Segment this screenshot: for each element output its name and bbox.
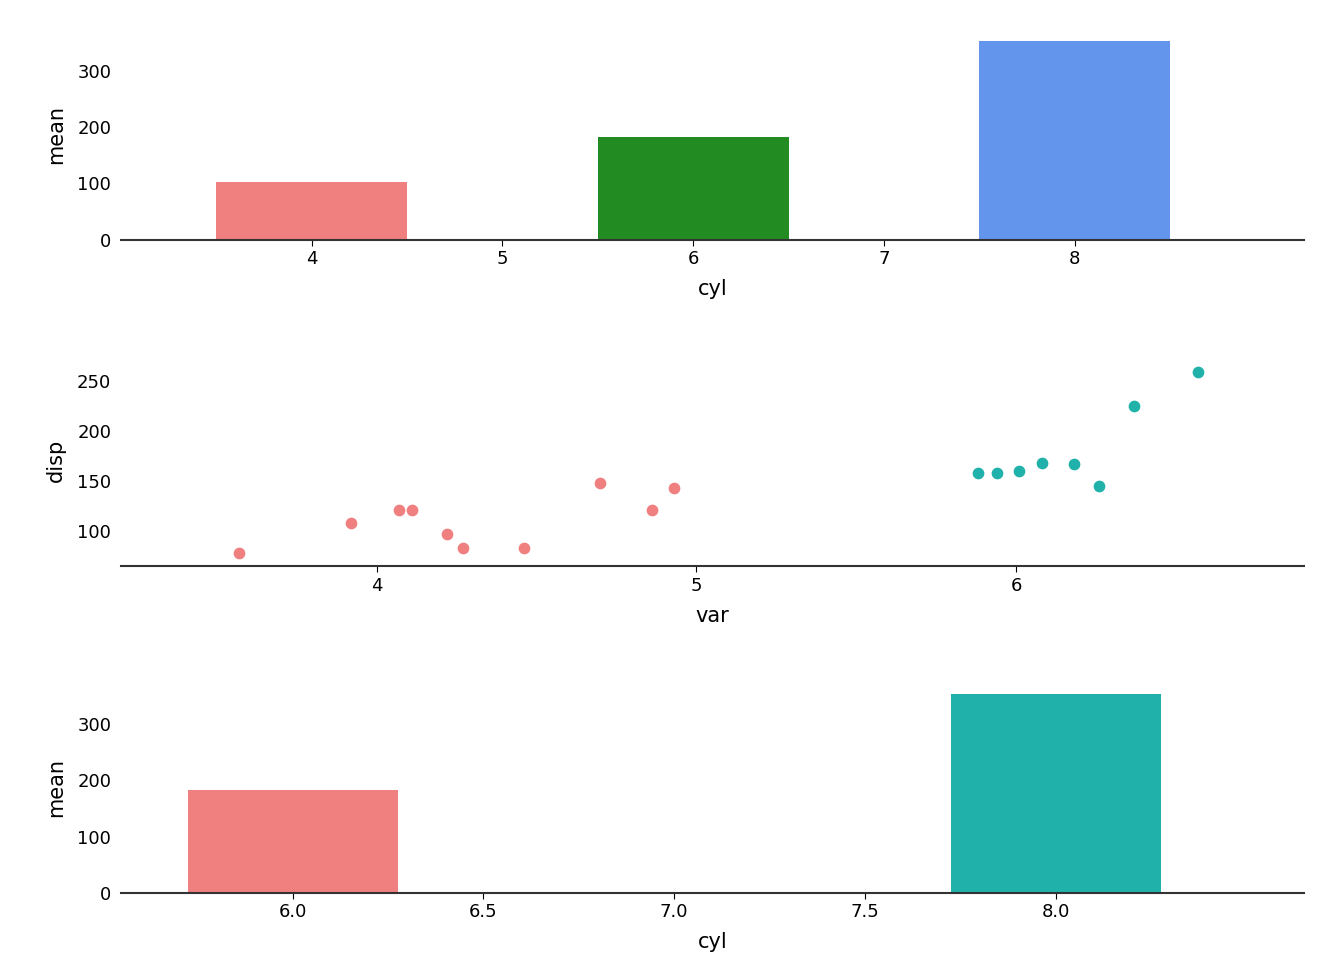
Point [437,526,458,541]
Point [1063,456,1085,471]
Point [590,475,612,491]
Point [1124,398,1145,414]
X-axis label: cyl: cyl [698,279,727,300]
Bar [598,136,789,240]
Point [966,466,988,481]
Y-axis label: mean: mean [46,105,66,163]
X-axis label: var: var [695,606,730,626]
Point [401,502,422,517]
Point [388,502,410,517]
Point [1031,455,1052,470]
Point [513,540,535,556]
Y-axis label: mean: mean [46,758,66,817]
Bar [950,694,1161,893]
Point [641,502,663,517]
Point [228,545,250,561]
Point [1188,365,1210,380]
Bar [216,181,407,240]
Bar [188,790,398,893]
Point [986,466,1008,481]
Bar [980,41,1171,240]
Point [1008,463,1030,478]
X-axis label: cyl: cyl [698,932,727,952]
Y-axis label: disp: disp [46,439,66,483]
Point [1089,478,1110,493]
Point [452,540,473,556]
Point [340,516,362,531]
Point [663,480,684,495]
